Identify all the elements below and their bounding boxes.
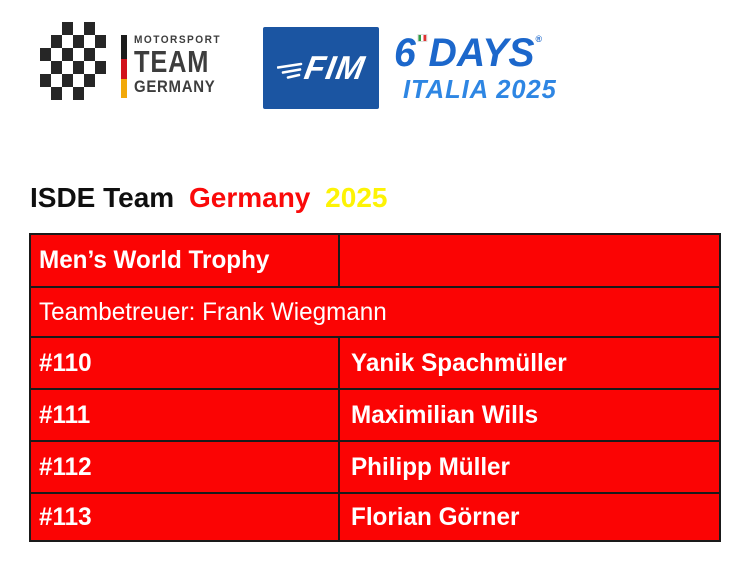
italia-2025-label: ITALIA 2025: [403, 74, 557, 104]
table-row: #111 Maximilian Wills: [31, 388, 719, 440]
rider-name-cell: Yanik Spachmüller: [340, 338, 719, 388]
rider-name-cell: Philipp Müller: [340, 442, 719, 492]
motorsport-team-germany-logo: MOTORSPORT TEAM GERMANY: [40, 20, 220, 105]
mtg-motorsport-label: MOTORSPORT: [134, 34, 222, 46]
german-flag-stripe: [121, 35, 127, 98]
six-days-word: DAYS: [428, 31, 535, 75]
trophy-class-cell: Men’s World Trophy: [31, 235, 340, 286]
table-row: #113 Florian Görner: [31, 492, 719, 540]
rider-number: #110: [39, 348, 92, 377]
rider-name: Philipp Müller: [351, 452, 510, 481]
fim-wing-icon: [277, 62, 303, 79]
rider-number-cell: #112: [31, 442, 340, 492]
rider-number: #113: [39, 502, 92, 531]
page-title: ISDE Team Germany 2025: [30, 182, 394, 214]
rider-name: Maximilian Wills: [351, 400, 539, 429]
fim-logo: FIM: [263, 27, 379, 109]
team-manager-label: Teambetreuer: Frank Wiegmann: [39, 297, 387, 326]
trophy-class-label: Men’s World Trophy: [39, 246, 270, 274]
six-days-italia-logo: 6 DAYS ® ITALIA 2025: [394, 33, 590, 102]
table-row: #110 Yanik Spachmüller: [31, 336, 719, 388]
trophy-class-empty-cell: [340, 235, 719, 286]
rider-name: Florian Görner: [351, 502, 520, 531]
checkered-flag-icon: [40, 22, 106, 100]
title-year: 2025: [325, 182, 388, 213]
rider-number-cell: #110: [31, 338, 340, 388]
table-header-row: Men’s World Trophy: [31, 235, 719, 286]
rider-number-cell: #113: [31, 494, 340, 540]
team-roster-table: Men’s World Trophy Teambetreuer: Frank W…: [29, 233, 721, 542]
rider-name-cell: Maximilian Wills: [340, 390, 719, 440]
rider-number-cell: #111: [31, 390, 340, 440]
title-germany: Germany: [188, 182, 311, 213]
italian-flag-icon: [417, 34, 428, 42]
six-days-wordmark: 6 DAYS ®: [394, 33, 586, 73]
rider-name: Yanik Spachmüller: [351, 348, 567, 377]
mtg-germany-label: GERMANY: [134, 76, 216, 96]
mtg-team-label: TEAM: [134, 44, 210, 79]
fim-logo-label: FIM: [301, 49, 369, 86]
rider-number: #111: [39, 400, 91, 429]
mtg-logo-text: MOTORSPORT TEAM GERMANY: [134, 34, 229, 95]
team-manager-row: Teambetreuer: Frank Wiegmann: [31, 286, 719, 336]
team-manager-cell: Teambetreuer: Frank Wiegmann: [31, 288, 719, 336]
six-days-number: 6: [394, 31, 416, 75]
title-isde-team: ISDE Team: [30, 182, 175, 213]
table-row: #112 Philipp Müller: [31, 440, 719, 492]
rider-number: #112: [39, 452, 92, 481]
rider-name-cell: Florian Görner: [340, 494, 719, 540]
registered-trademark-icon: ®: [535, 34, 543, 44]
